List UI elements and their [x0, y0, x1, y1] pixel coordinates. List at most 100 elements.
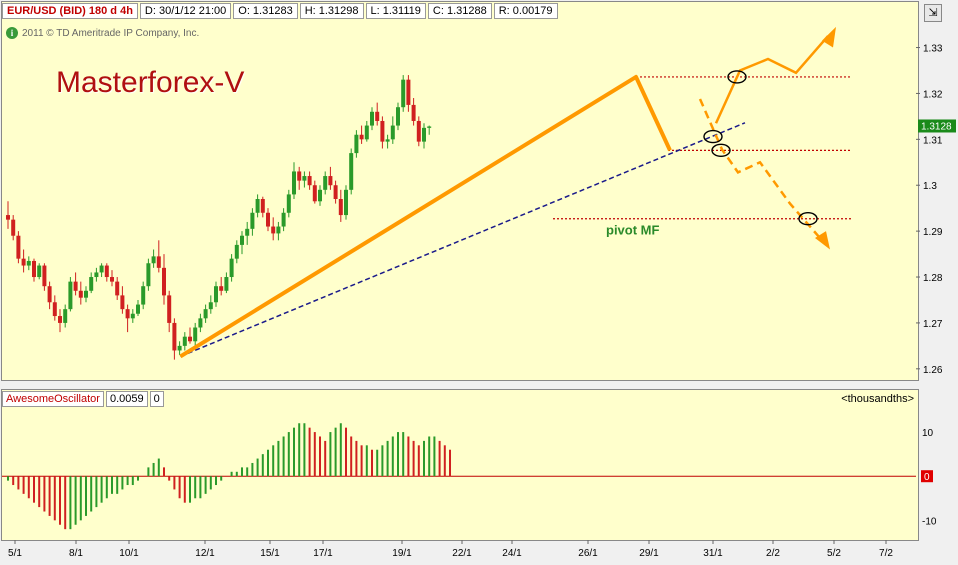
info-icon[interactable]: i: [6, 27, 18, 39]
x-axis-label: 2/2: [766, 548, 780, 559]
candle-body: [359, 134, 364, 140]
bull-scenario-arrow: [714, 35, 829, 124]
candle-body: [302, 176, 307, 181]
candle-body: [229, 258, 234, 278]
candle-body: [63, 309, 68, 323]
candle-body: [47, 286, 52, 303]
candle-body: [245, 228, 250, 236]
candle-body: [318, 189, 322, 202]
price-tick-label: 1.31: [923, 135, 943, 146]
candle-body: [396, 107, 400, 126]
x-axis-label: 8/1: [69, 548, 83, 559]
candle-body: [188, 336, 192, 342]
candle-body: [162, 267, 166, 296]
candle-body: [255, 199, 260, 213]
candle-body: [286, 194, 291, 213]
price-tick-label: 1.32: [923, 89, 943, 100]
range-label: R: 0.00179: [493, 3, 558, 19]
candle-body: [115, 281, 120, 296]
x-axis-label: 5/1: [8, 548, 22, 559]
price-tick-label: 1.29: [923, 227, 943, 238]
oscillator-units: <thousandths>: [841, 393, 914, 405]
candle-body: [406, 79, 411, 105]
candle-body: [276, 226, 281, 234]
candle-body: [52, 302, 57, 317]
x-axis-label: 7/2: [879, 548, 893, 559]
marker-circle: [798, 212, 818, 226]
candle-body: [6, 215, 10, 220]
oscillator-zero: 0: [149, 391, 164, 407]
candle-body: [37, 265, 42, 278]
oscillator-name[interactable]: AwesomeOscillator: [2, 391, 104, 407]
candle-body: [99, 265, 104, 273]
bull-arrow-head: [822, 26, 836, 48]
candle-body: [193, 327, 198, 342]
candle-body: [208, 302, 213, 310]
marker-circle: [703, 129, 723, 144]
candle-body: [411, 104, 416, 121]
current-price-label: 1.3128: [921, 121, 952, 132]
candle-body: [281, 212, 286, 227]
candle-body: [323, 176, 328, 190]
current-price-tag: [918, 119, 956, 133]
oscillator-tick-label: -10: [922, 516, 937, 527]
candle-body: [260, 199, 265, 213]
x-axis-label: 24/1: [502, 548, 522, 559]
candle-body: [385, 139, 390, 142]
candle-body: [292, 171, 296, 195]
x-axis-label: 22/1: [452, 548, 472, 559]
candle-body: [422, 127, 426, 142]
oscillator-tick-label: 10: [922, 428, 934, 439]
x-axis-label: 31/1: [703, 548, 723, 559]
x-axis-label: 10/1: [119, 548, 139, 559]
date-label: D: 30/1/12 21:00: [139, 3, 232, 19]
candle-body: [84, 290, 88, 298]
x-axis-label: 19/1: [392, 548, 412, 559]
candle-body: [214, 286, 218, 303]
candle-body: [390, 125, 395, 140]
candle-body: [104, 265, 109, 278]
candle-body: [375, 111, 380, 121]
price-panel[interactable]: [1, 1, 919, 381]
chart-settings-button[interactable]: ⇲: [924, 4, 942, 22]
candle-body: [349, 153, 354, 190]
price-tick-label: 1.27: [923, 319, 943, 330]
oscillator-tick-label: 0: [924, 472, 930, 483]
candle-body: [172, 322, 177, 351]
candle-body: [364, 125, 369, 140]
quote-infobar: EUR/USD (BID) 180 d 4h D: 30/1/12 21:00 …: [2, 3, 560, 19]
candle-body: [427, 126, 432, 128]
x-axis-label: 5/2: [827, 548, 841, 559]
candle-body: [271, 226, 276, 234]
candle-body: [224, 277, 229, 291]
high-label: H: 1.31298: [299, 3, 364, 19]
main-trend-line: [179, 74, 672, 359]
symbol-label[interactable]: EUR/USD (BID) 180 d 4h: [2, 3, 138, 19]
price-tick-label: 1.3: [923, 181, 937, 192]
x-axis-label: 15/1: [260, 548, 280, 559]
candle-body: [297, 171, 302, 181]
candle-body: [94, 272, 99, 278]
marker-circle: [727, 70, 747, 84]
candle-body: [42, 265, 47, 287]
candle-body: [354, 134, 359, 154]
candle-body: [78, 290, 83, 298]
candle-body: [146, 263, 151, 287]
candle-body: [21, 258, 26, 266]
copyright-text: 2011 © TD Ameritrade IP Company, Inc.: [22, 27, 200, 39]
candle-body: [344, 189, 348, 216]
candle-body: [73, 281, 78, 291]
candle-body: [416, 120, 421, 142]
oscillator-value: 0.0059: [105, 391, 148, 407]
open-label: O: 1.31283: [233, 3, 298, 19]
price-tick-label: 1.28: [923, 273, 943, 284]
support-trendline: [180, 122, 746, 358]
candle-body: [11, 219, 16, 236]
close-label: C: 1.31288: [427, 3, 492, 19]
candle-body: [338, 199, 343, 216]
candle-body: [32, 260, 36, 278]
candle-body: [167, 295, 172, 323]
candle-body: [266, 212, 270, 227]
candle-body: [125, 309, 130, 319]
candle-body: [328, 176, 333, 186]
